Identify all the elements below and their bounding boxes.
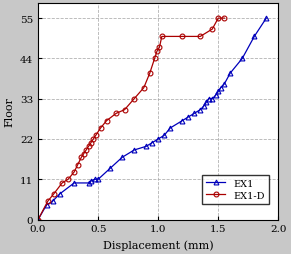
EX1 <box>223 83 226 86</box>
EX1-D <box>80 156 83 159</box>
EX1-D <box>66 178 70 181</box>
EX1-D <box>180 36 184 39</box>
EX1 <box>109 167 112 170</box>
EX1 <box>93 178 96 181</box>
EX1-D <box>148 72 152 75</box>
EX1-D <box>223 18 226 21</box>
EX1 <box>144 145 148 148</box>
EX1 <box>58 193 61 196</box>
EX1-D <box>210 28 214 31</box>
EX1-D <box>123 109 126 112</box>
Y-axis label: Floor: Floor <box>4 97 15 127</box>
EX1-D <box>61 182 64 185</box>
EX1-D <box>94 134 97 137</box>
EX1 <box>187 116 190 119</box>
EX1 <box>87 182 90 185</box>
EX1-D <box>105 120 108 123</box>
EX1 <box>198 109 202 112</box>
EX1 <box>192 112 196 115</box>
EX1 <box>210 98 214 101</box>
EX1 <box>214 94 218 97</box>
X-axis label: Displacement (mm): Displacement (mm) <box>103 239 214 250</box>
EX1 <box>45 204 48 207</box>
EX1-D <box>76 164 79 167</box>
EX1 <box>157 138 160 141</box>
EX1 <box>205 101 208 104</box>
EX1-D <box>114 112 118 115</box>
EX1-D <box>99 127 102 130</box>
EX1 <box>36 218 40 221</box>
EX1-D <box>89 141 93 145</box>
EX1 <box>217 90 220 93</box>
EX1 <box>89 180 93 183</box>
EX1 <box>253 36 256 39</box>
EX1 <box>219 87 222 90</box>
Legend: EX1, EX1-D: EX1, EX1-D <box>202 175 269 204</box>
EX1-D <box>132 98 136 101</box>
EX1 <box>168 127 172 130</box>
EX1 <box>132 149 136 152</box>
EX1 <box>228 72 232 75</box>
EX1 <box>120 156 124 159</box>
EX1-D <box>158 47 161 50</box>
EX1 <box>241 58 244 61</box>
EX1-D <box>87 145 90 148</box>
EX1 <box>207 98 210 101</box>
EX1 <box>180 120 184 123</box>
EX1 <box>162 134 166 137</box>
EX1-D <box>153 58 156 61</box>
EX1-D <box>72 171 76 174</box>
EX1 <box>150 141 154 145</box>
EX1 <box>96 178 100 181</box>
EX1-D <box>84 149 88 152</box>
EX1-D <box>217 18 220 21</box>
EX1 <box>72 182 76 185</box>
EX1-D <box>198 36 202 39</box>
EX1-D <box>52 193 56 196</box>
EX1-D <box>160 36 164 39</box>
EX1-D <box>92 138 95 141</box>
EX1-D <box>36 218 40 221</box>
Line: EX1-D: EX1-D <box>36 17 227 222</box>
Line: EX1: EX1 <box>36 17 269 222</box>
EX1-D <box>46 200 49 203</box>
EX1-D <box>82 152 86 155</box>
EX1 <box>51 200 54 203</box>
EX1-D <box>142 87 146 90</box>
EX1 <box>265 18 268 21</box>
EX1-D <box>155 50 159 53</box>
EX1 <box>202 105 205 108</box>
